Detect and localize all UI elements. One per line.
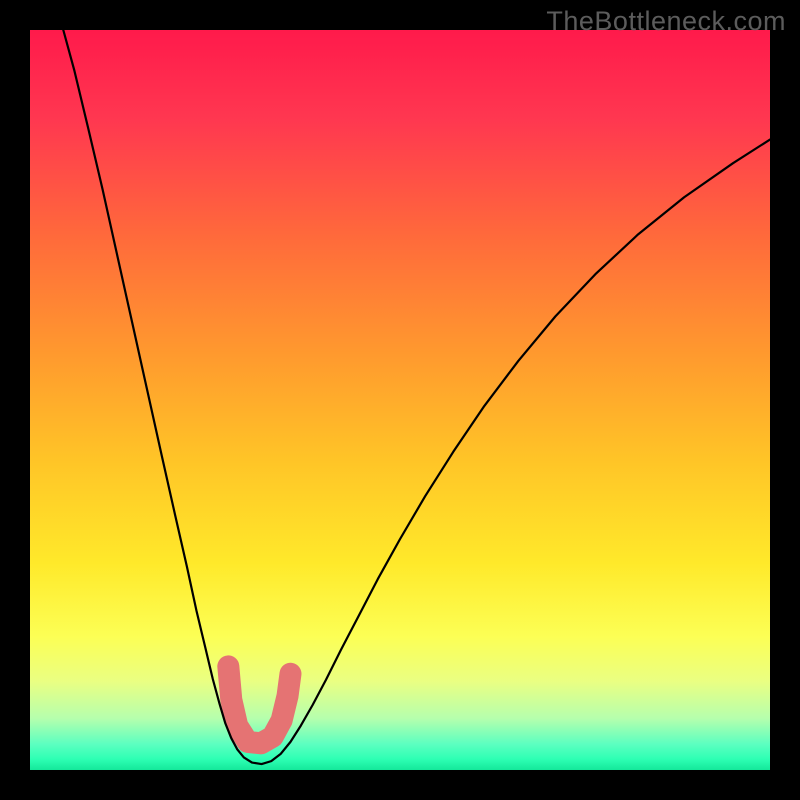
curve-layer — [30, 30, 770, 770]
valley-marker — [228, 666, 290, 743]
watermark-text: TheBottleneck.com — [546, 6, 786, 37]
plot-area — [30, 30, 770, 770]
chart-frame: TheBottleneck.com — [0, 0, 800, 800]
bottleneck-curve — [63, 30, 770, 764]
